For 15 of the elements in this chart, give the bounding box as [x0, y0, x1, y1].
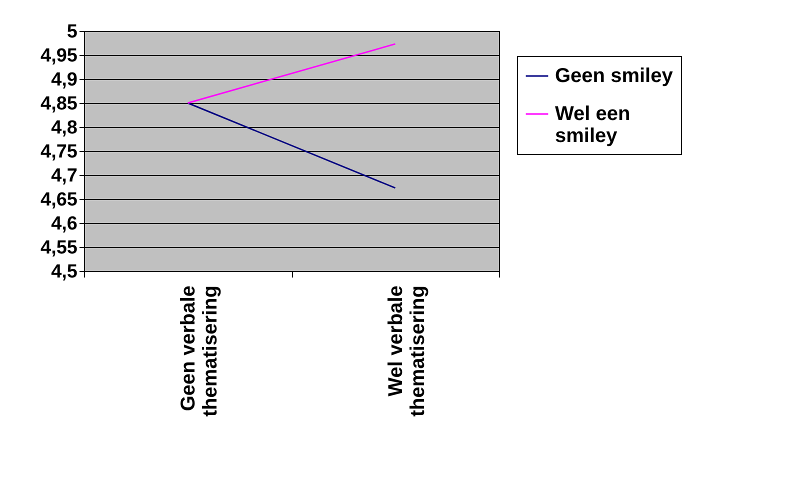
y-tick-label: 5	[66, 22, 78, 42]
y-tick-label: 4,8	[51, 118, 78, 138]
y-tick-label: 4,55	[40, 238, 78, 258]
x-tick-label: Wel verbale thematisering	[384, 286, 429, 417]
y-tick-label: 4,6	[51, 214, 78, 234]
y-tick-label: 4,5	[51, 262, 78, 282]
y-tick-label: 4,9	[51, 70, 78, 90]
y-tick-label: 4,7	[51, 166, 78, 186]
y-tick-label: 4,75	[40, 142, 78, 162]
legend-label: Geen smiley	[555, 65, 674, 87]
y-tick-label: 4,95	[40, 46, 78, 66]
y-tick-label: 4,65	[40, 190, 78, 210]
x-tick-label: Geen verbale thematisering	[177, 286, 222, 417]
legend-label: Wel een smiley	[555, 103, 630, 147]
y-tick-label: 4,85	[40, 94, 78, 114]
